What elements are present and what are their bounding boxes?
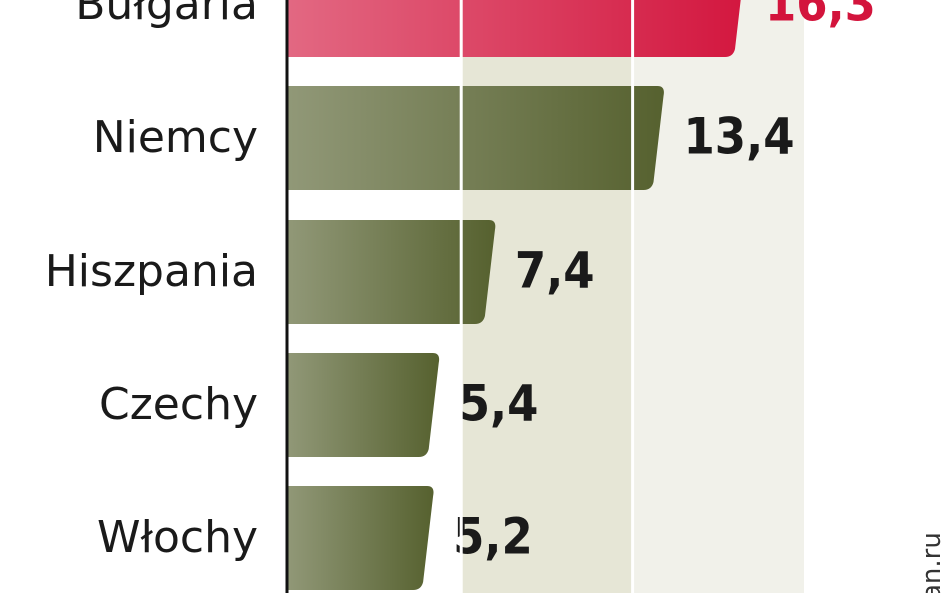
category-label: Włochy — [97, 512, 258, 563]
bar-shade — [287, 220, 496, 324]
plot: Bułgaria 16,3 Niemcy 13,4 Hiszpania 7,4 Czechy… — [45, 0, 876, 593]
value-label: 5,2 — [453, 508, 533, 566]
bar-shade — [287, 353, 440, 457]
value-label: 16,3 — [765, 0, 876, 33]
bar-shade — [287, 486, 434, 590]
category-label: Hiszpania — [45, 246, 258, 297]
category-label: Niemcy — [93, 112, 258, 163]
value-label: 13,4 — [684, 108, 795, 166]
bar-shade — [287, 0, 741, 57]
value-label: 5,4 — [459, 375, 539, 433]
bar-shade — [287, 86, 664, 190]
category-label: Czechy — [99, 379, 258, 430]
category-label: Bułgaria — [75, 0, 258, 30]
source: an.ru — [917, 532, 947, 593]
value-label: 7,4 — [515, 242, 595, 300]
